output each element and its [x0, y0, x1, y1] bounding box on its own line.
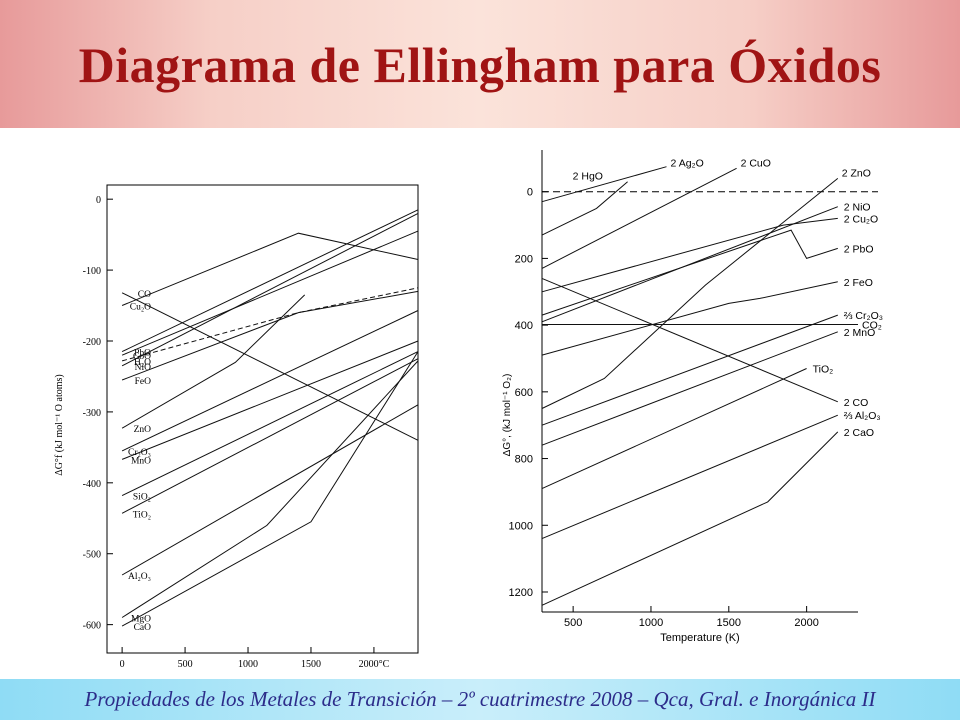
chart2-series-label: TiO₂ [813, 363, 834, 375]
slide-title: Diagrama de Ellingham para Óxidos [78, 37, 882, 93]
footer-bar: Propiedades de los Metales de Transición… [0, 679, 960, 720]
chart1-line-cao [121, 351, 419, 627]
chart2-line-2-cao [541, 431, 839, 606]
chart1-series-label: TiO₂ [133, 510, 151, 520]
chart2-line-2-feo [541, 281, 838, 356]
chart2-series-label: 2 HgO [573, 171, 603, 183]
chart1-line-al2o3 [121, 404, 419, 576]
chart2-series-label: 2 CO [844, 397, 869, 409]
chart1-line-cr2o3 [121, 310, 419, 452]
chart2-y-tick-label: 200 [515, 253, 533, 265]
chart2-series-label: 2 FeO [844, 277, 873, 289]
chart2-y-axis-label: ΔG°, (kJ mol⁻¹ O₂) [502, 374, 513, 457]
chart1-line-mgo [121, 360, 419, 618]
chart2-line-2-mno [541, 331, 838, 446]
chart1-series-label: CoO [133, 352, 151, 362]
chart1-line-mno [121, 340, 419, 460]
chart2-y-tick-label: 1000 [509, 520, 533, 532]
chart2-line-2-cuo [541, 167, 737, 269]
chart2-y-tick-label: 600 [515, 387, 533, 399]
chart2-series-label: 2 Cu₂O [844, 213, 878, 225]
chart1-line-tio2 [121, 358, 419, 514]
chart2-x-tick-label: 2000 [794, 617, 818, 629]
chart1-x-tick-label: 1000 [238, 659, 258, 670]
chart1-series-label: ZnO [134, 425, 152, 435]
chart1-x-tick-label: 0 [120, 659, 125, 670]
chart1-series-label: NiO [135, 363, 152, 373]
chart1-y-tick-label: -600 [83, 621, 101, 632]
chart1-x-tick-label: 500 [178, 659, 193, 670]
chart1-series-label: CaO [134, 623, 152, 633]
chart1-series-label: FeO [135, 377, 152, 387]
chart1-y-tick-label: 0 [96, 195, 101, 206]
chart1-x-tick-label: 2000°C [359, 659, 390, 670]
ellingham-chart-kelvin: 0 200 400 600 800 1000 1200 500 1000 1500 2000 Temp… [502, 150, 883, 644]
chart1-y-tick-label: -400 [83, 479, 101, 490]
chart1-y-tick-label: -500 [83, 550, 101, 561]
footer-text: Propiedades de los Metales de Transición… [84, 687, 876, 711]
chart1-series-label: PbO [134, 349, 151, 359]
chart2-x-tick-label: 1000 [639, 617, 663, 629]
chart1-y-tick-label: -100 [83, 266, 101, 277]
chart2-line-2-zno [541, 178, 839, 409]
chart2-series-label: 2 ZnO [842, 167, 871, 179]
chart1-line-pbo [121, 209, 419, 353]
chart1-line-cu2o [121, 232, 419, 306]
chart2-line-2-hgo [541, 181, 628, 236]
title-banner [0, 0, 960, 128]
ellingham-chart-celsius: 0 -100 -200 -300 -400 -500 -600 0 500 1000 1500 200… [54, 184, 419, 670]
chart2-series-label: CO₂ [862, 319, 882, 331]
chart2-y-tick-label: 0 [527, 187, 533, 199]
chart1-line-co [121, 292, 419, 441]
chart2-series-label: 2 CaO [844, 427, 874, 439]
chart1-line-zno [121, 294, 306, 429]
chart1-series-label: MnO [131, 456, 151, 466]
chart1-line-h2o [121, 287, 419, 362]
chart2-y-tick-label: 800 [515, 454, 533, 466]
chart2-y-tick-label: 400 [515, 320, 533, 332]
chart1-line-coo [121, 230, 419, 356]
chart1-series-label: H₂O [134, 358, 151, 368]
chart1-y-tick-label: -300 [83, 408, 101, 419]
chart1-line-sio2 [121, 351, 419, 497]
chart2-line-2-pbo [541, 229, 838, 316]
chart2-line-2-3-al2o3 [541, 414, 838, 540]
chart2-line-tio2 [541, 368, 807, 490]
chart2-x-axis-label: Temperature (K) [660, 632, 739, 644]
chart2-series-label: 2 MnO [844, 327, 876, 339]
chart2-x-tick-label: 500 [564, 617, 582, 629]
chart2-series-label: 2 Ag₂O [671, 158, 704, 170]
chart1-series-label: CO [138, 290, 151, 300]
chart1-series-label: Al₂O₃ [128, 572, 151, 582]
chart2-line-2-ag2o [541, 166, 667, 203]
chart2-series-label: 2 NiO [844, 202, 871, 214]
chart2-series-label: 2 PbO [844, 243, 874, 255]
chart1-frame [106, 184, 419, 654]
chart1-y-axis-label: ΔG°f (kJ mol⁻¹ O atoms) [54, 374, 65, 475]
chart1-x-tick-label: 1500 [301, 659, 321, 670]
chart2-series-label: 2 CuO [741, 157, 771, 169]
chart1-y-tick-label: -200 [83, 337, 101, 348]
chart2-line-2-cu2o [541, 217, 838, 293]
chart2-line-2-3-cr2o3 [541, 314, 838, 426]
chart2-line-2-co [541, 277, 838, 403]
chart2-x-tick-label: 1500 [717, 617, 741, 629]
chart1-line-feo [121, 290, 419, 381]
chart1-series-label: SiO₂ [133, 493, 151, 503]
chart2-series-label: ⅔ Cr₂O₃ [844, 310, 883, 322]
chart2-series-label: ⅔ Al₂O₃ [844, 410, 881, 422]
chart1-line-nio [121, 212, 419, 367]
chart1-series-label: MgO [131, 615, 151, 625]
chart2-y-tick-label: 1200 [509, 587, 533, 599]
chart1-series-label: Cu₂O [130, 303, 151, 313]
